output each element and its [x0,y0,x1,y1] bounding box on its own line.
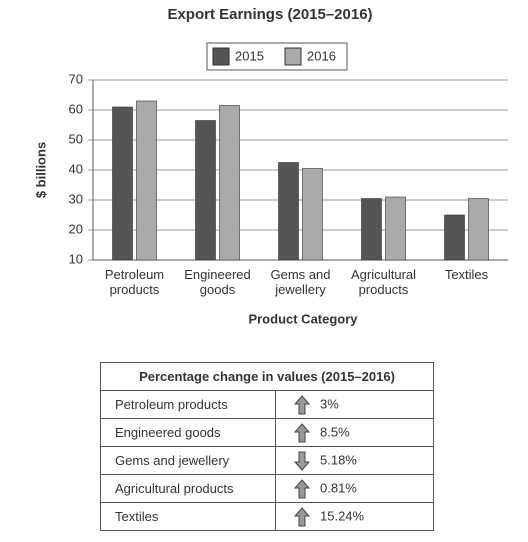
row-value: 8.5% [320,423,350,439]
trend-arrow [293,394,311,414]
y-axis-label: $ billions [33,142,48,198]
y-tick-label: 40 [69,161,83,176]
x-axis-label: Product Category [248,311,358,326]
legend-label: 2016 [307,48,336,63]
bar [219,105,240,261]
row-value-cell: 0.81% [275,474,434,503]
row-label: Gems and jewellery [100,446,276,475]
table-title: Percentage change in values (2015–2016) [100,362,434,391]
chart-title: Export Earnings (2015–2016) [167,6,372,23]
trend-arrow [293,478,311,498]
table-header-row: Percentage change in values (2015–2016) [100,362,434,391]
x-tick-label: Agricultural products [350,267,417,297]
bar [112,106,133,261]
legend-swatch [284,47,302,66]
bar [136,100,157,261]
trend-arrow [293,506,311,526]
x-tick-label: Gems and jewellery [270,267,331,297]
row-label: Agricultural products [100,474,276,503]
x-tick-label: Engineered goods [184,267,251,297]
bar [444,214,465,261]
bar [361,198,382,261]
y-tick-label: 50 [69,131,83,146]
arrow-shape [293,506,311,526]
bar [302,168,323,261]
table-row: Engineered goods 8.5% [100,418,434,447]
trend-arrow [293,451,311,471]
bar [278,162,299,261]
row-value-cell: 5.18% [275,446,434,475]
table-row: Gems and jewellery 5.18% [100,446,434,475]
y-tick-label: 10 [69,251,83,266]
arrow-shape [293,394,311,414]
trend-arrow [293,422,311,442]
row-value: 5.18% [320,451,357,467]
arrow-shape [293,478,311,498]
x-tick-label: Petroleum products [104,267,165,297]
table-row: Textiles 15.24% [100,502,434,531]
bar [195,120,216,261]
row-value: 15.24% [320,507,365,523]
arrow-shape [293,451,311,471]
row-label: Petroleum products [100,390,276,419]
row-value-cell: 8.5% [275,418,434,447]
y-tick-label: 20 [69,221,83,236]
chart: Export Earnings (2015–2016) $ billions P… [33,6,508,326]
bar [385,196,406,261]
legend-box [206,42,348,71]
y-tick-label: 30 [69,191,83,206]
legend-swatch [212,47,230,66]
y-tick-label: 70 [69,71,83,86]
bar [468,198,489,261]
row-value: 0.81% [320,479,357,495]
row-label: Textiles [100,502,276,531]
row-label: Engineered goods [100,418,276,447]
x-tick-label: Textiles [444,267,489,282]
row-value-cell: 3% [275,390,434,419]
table-row: Petroleum products 3% [100,390,434,419]
y-tick-label: 60 [69,101,83,116]
row-value: 3% [320,395,339,411]
table: Percentage change in values (2015–2016) … [100,362,434,531]
row-value-cell: 15.24% [275,502,434,531]
legend-label: 2015 [235,48,264,63]
table-row: Agricultural products 0.81% [100,474,434,503]
arrow-shape [293,422,311,442]
